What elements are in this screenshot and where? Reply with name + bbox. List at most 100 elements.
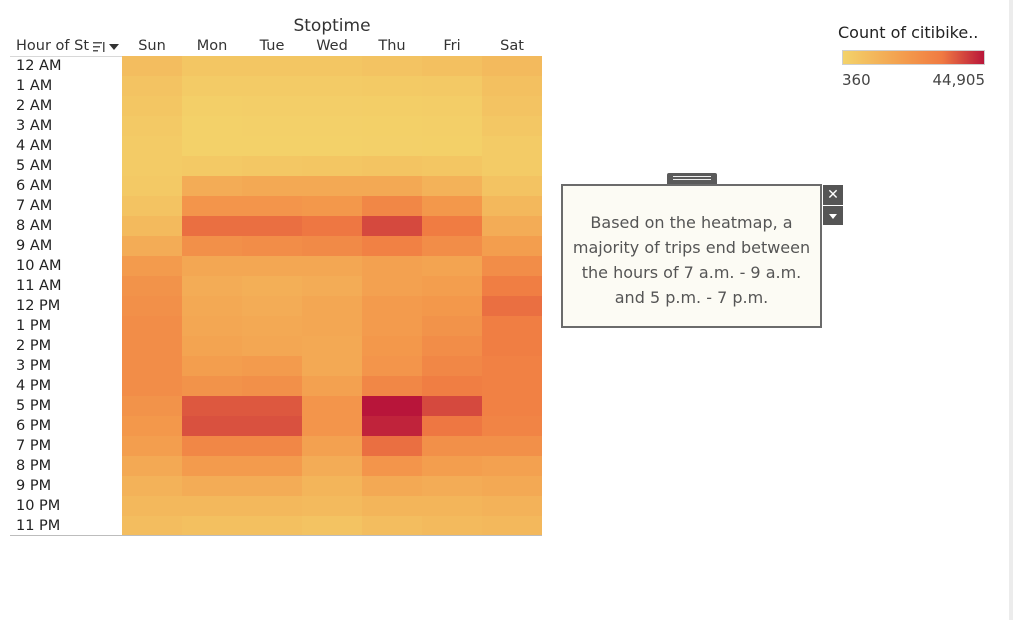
heatmap-cell[interactable] [242, 316, 302, 336]
heatmap-cell[interactable] [242, 376, 302, 396]
heatmap-cell[interactable] [362, 516, 422, 536]
heatmap-cell[interactable] [122, 136, 182, 156]
heatmap-cell[interactable] [242, 476, 302, 496]
heatmap-cell[interactable] [122, 496, 182, 516]
heatmap-cell[interactable] [302, 516, 362, 536]
heatmap-cell[interactable] [122, 156, 182, 176]
heatmap-cell[interactable] [362, 136, 422, 156]
heatmap-cell[interactable] [182, 356, 242, 376]
heatmap-cell[interactable] [362, 436, 422, 456]
heatmap-cell[interactable] [122, 256, 182, 276]
heatmap-cell[interactable] [182, 336, 242, 356]
heatmap-cell[interactable] [302, 76, 362, 96]
heatmap-cell[interactable] [482, 96, 542, 116]
heatmap-cell[interactable] [422, 156, 482, 176]
heatmap-cell[interactable] [422, 356, 482, 376]
heatmap-cell[interactable] [182, 276, 242, 296]
annotation-box[interactable]: Based on the heatmap, a majority of trip… [561, 184, 822, 328]
heatmap-cell[interactable] [182, 256, 242, 276]
heatmap-cell[interactable] [482, 336, 542, 356]
heatmap-grid[interactable] [122, 56, 542, 536]
heatmap-cell[interactable] [362, 156, 422, 176]
heatmap-cell[interactable] [242, 436, 302, 456]
heatmap-cell[interactable] [422, 376, 482, 396]
heatmap-cell[interactable] [482, 376, 542, 396]
heatmap-cell[interactable] [302, 136, 362, 156]
heatmap-cell[interactable] [242, 416, 302, 436]
heatmap-cell[interactable] [242, 216, 302, 236]
heatmap-cell[interactable] [422, 436, 482, 456]
heatmap-cell[interactable] [482, 196, 542, 216]
heatmap-cell[interactable] [302, 456, 362, 476]
heatmap-cell[interactable] [482, 396, 542, 416]
heatmap-cell[interactable] [182, 136, 242, 156]
heatmap-cell[interactable] [302, 436, 362, 456]
heatmap-cell[interactable] [422, 176, 482, 196]
close-icon[interactable]: ✕ [823, 185, 843, 205]
heatmap-cell[interactable] [302, 176, 362, 196]
heatmap-cell[interactable] [422, 276, 482, 296]
heatmap-cell[interactable] [302, 216, 362, 236]
heatmap-cell[interactable] [302, 96, 362, 116]
heatmap-cell[interactable] [362, 176, 422, 196]
heatmap-cell[interactable] [362, 496, 422, 516]
heatmap-cell[interactable] [242, 296, 302, 316]
heatmap-cell[interactable] [122, 456, 182, 476]
heatmap-cell[interactable] [182, 376, 242, 396]
heatmap-cell[interactable] [362, 296, 422, 316]
heatmap-cell[interactable] [422, 456, 482, 476]
heatmap-cell[interactable] [182, 496, 242, 516]
heatmap-cell[interactable] [302, 256, 362, 276]
heatmap-cell[interactable] [242, 96, 302, 116]
sort-icon[interactable] [93, 41, 120, 53]
heatmap-cell[interactable] [182, 76, 242, 96]
heatmap-cell[interactable] [482, 296, 542, 316]
heatmap-cell[interactable] [122, 216, 182, 236]
heatmap-cell[interactable] [242, 136, 302, 156]
heatmap-cell[interactable] [242, 396, 302, 416]
heatmap-cell[interactable] [242, 496, 302, 516]
heatmap-cell[interactable] [362, 256, 422, 276]
heatmap-cell[interactable] [302, 336, 362, 356]
scrollbar[interactable] [1009, 0, 1013, 620]
heatmap-cell[interactable] [182, 296, 242, 316]
heatmap-cell[interactable] [362, 56, 422, 76]
heatmap-cell[interactable] [242, 116, 302, 136]
heatmap-cell[interactable] [482, 116, 542, 136]
heatmap-cell[interactable] [302, 156, 362, 176]
heatmap-cell[interactable] [122, 416, 182, 436]
heatmap-cell[interactable] [242, 356, 302, 376]
heatmap-cell[interactable] [242, 256, 302, 276]
heatmap-cell[interactable] [422, 56, 482, 76]
heatmap-cell[interactable] [422, 236, 482, 256]
heatmap-cell[interactable] [482, 276, 542, 296]
heatmap-cell[interactable] [482, 156, 542, 176]
heatmap-cell[interactable] [422, 316, 482, 336]
heatmap-cell[interactable] [242, 276, 302, 296]
heatmap-cell[interactable] [422, 516, 482, 536]
heatmap-cell[interactable] [302, 236, 362, 256]
heatmap-cell[interactable] [302, 316, 362, 336]
heatmap-cell[interactable] [422, 96, 482, 116]
heatmap-cell[interactable] [482, 436, 542, 456]
heatmap-cell[interactable] [242, 176, 302, 196]
heatmap-cell[interactable] [482, 76, 542, 96]
heatmap-cell[interactable] [122, 76, 182, 96]
heatmap-cell[interactable] [362, 76, 422, 96]
heatmap-cell[interactable] [362, 276, 422, 296]
heatmap-cell[interactable] [182, 516, 242, 536]
heatmap-cell[interactable] [182, 196, 242, 216]
heatmap-cell[interactable] [182, 396, 242, 416]
heatmap-cell[interactable] [482, 516, 542, 536]
heatmap-cell[interactable] [362, 336, 422, 356]
heatmap-cell[interactable] [302, 296, 362, 316]
heatmap-cell[interactable] [122, 56, 182, 76]
heatmap-cell[interactable] [302, 116, 362, 136]
heatmap-cell[interactable] [422, 496, 482, 516]
heatmap-cell[interactable] [242, 156, 302, 176]
heatmap-cell[interactable] [422, 216, 482, 236]
heatmap-cell[interactable] [482, 216, 542, 236]
heatmap-cell[interactable] [122, 116, 182, 136]
heatmap-cell[interactable] [302, 376, 362, 396]
heatmap-cell[interactable] [482, 56, 542, 76]
